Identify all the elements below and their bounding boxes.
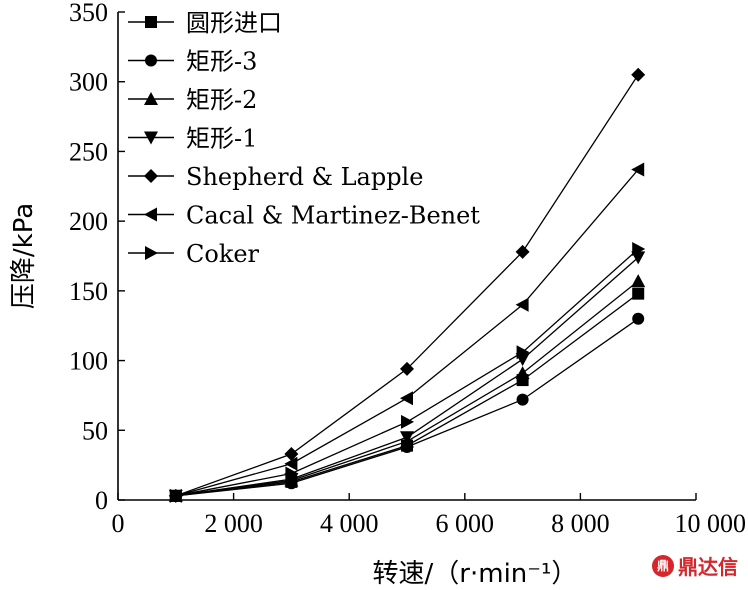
x-axis-title: 转速/（r·min⁻¹） bbox=[373, 559, 578, 589]
x-tick-label: 2 000 bbox=[204, 509, 263, 538]
y-tick-label: 300 bbox=[69, 68, 108, 97]
axes bbox=[117, 11, 697, 501]
data-point bbox=[632, 312, 645, 325]
data-point bbox=[400, 361, 414, 376]
y-tick-label: 250 bbox=[69, 137, 108, 166]
data-point bbox=[515, 297, 529, 312]
data-point bbox=[631, 67, 646, 82]
legend-item: Coker bbox=[128, 240, 260, 268]
watermark-text: 鼎达信 bbox=[678, 555, 738, 579]
series-5 bbox=[168, 67, 646, 503]
data-series bbox=[168, 67, 646, 503]
y-tick-label: 350 bbox=[69, 0, 108, 27]
series-3 bbox=[168, 274, 646, 502]
legend-item: Cacal & Martinez-Benet bbox=[128, 202, 480, 230]
data-point bbox=[516, 393, 529, 406]
legend-item: 矩形-3 bbox=[128, 48, 257, 76]
data-point bbox=[401, 414, 414, 429]
data-point bbox=[400, 431, 414, 445]
y-tick-label: 100 bbox=[69, 347, 108, 376]
legend-item: Shepherd & Lapple bbox=[128, 163, 423, 191]
legend-label: 矩形-2 bbox=[186, 86, 257, 114]
tick-labels: 0 50 100 150 200 250 300 350 0 2 000 4 000 6 000 8 0… bbox=[69, 0, 746, 538]
x-tick-label: 8 000 bbox=[551, 509, 610, 538]
legend-marker bbox=[145, 246, 158, 260]
y-tick-label: 200 bbox=[69, 207, 108, 236]
data-point bbox=[284, 446, 299, 461]
series-6 bbox=[168, 162, 645, 503]
data-point bbox=[632, 242, 646, 257]
legend-label: Coker bbox=[186, 240, 260, 268]
data-point bbox=[516, 345, 530, 360]
data-point bbox=[169, 488, 183, 503]
legend-marker bbox=[145, 16, 157, 28]
legend-marker bbox=[144, 131, 158, 145]
series-4 bbox=[168, 251, 646, 503]
series-line bbox=[175, 280, 639, 497]
data-point bbox=[631, 162, 645, 177]
data-point bbox=[515, 366, 530, 380]
series-7 bbox=[169, 242, 646, 503]
legend-label: 矩形-1 bbox=[186, 125, 257, 153]
watermark: 鼎 鼎达信 bbox=[652, 551, 738, 580]
watermark-logo-icon: 鼎 bbox=[652, 554, 674, 577]
legend-label: 圆形进口 bbox=[186, 9, 282, 37]
data-point bbox=[284, 456, 298, 471]
y-tick-label: 0 bbox=[95, 486, 108, 515]
y-tick-label: 50 bbox=[82, 416, 108, 445]
legend-label: 矩形-3 bbox=[186, 48, 257, 76]
x-tick-label: 0 bbox=[112, 509, 125, 538]
x-tick-label: 6 000 bbox=[436, 509, 495, 538]
data-point bbox=[631, 274, 646, 288]
legend-item: 矩形-2 bbox=[128, 86, 257, 114]
legend-label: Cacal & Martinez-Benet bbox=[186, 202, 480, 230]
series-line bbox=[175, 256, 639, 497]
data-point bbox=[285, 466, 299, 481]
legend-marker bbox=[145, 54, 157, 67]
data-point bbox=[515, 244, 530, 259]
x-tick-label: 10 000 bbox=[675, 509, 747, 538]
legend-label: Shepherd & Lapple bbox=[186, 163, 423, 191]
data-point bbox=[632, 287, 645, 300]
data-point bbox=[400, 391, 413, 406]
y-axis-title: 压降/kPa bbox=[9, 203, 39, 309]
legend-item: 圆形进口 bbox=[128, 9, 282, 37]
y-tick-label: 150 bbox=[69, 277, 108, 306]
legend-item: 矩形-1 bbox=[128, 125, 257, 153]
series-2 bbox=[169, 312, 645, 502]
legend-marker bbox=[144, 207, 157, 222]
x-tick-label: 4 000 bbox=[320, 509, 379, 538]
legend-marker bbox=[144, 169, 158, 183]
legend-marker bbox=[144, 92, 158, 105]
